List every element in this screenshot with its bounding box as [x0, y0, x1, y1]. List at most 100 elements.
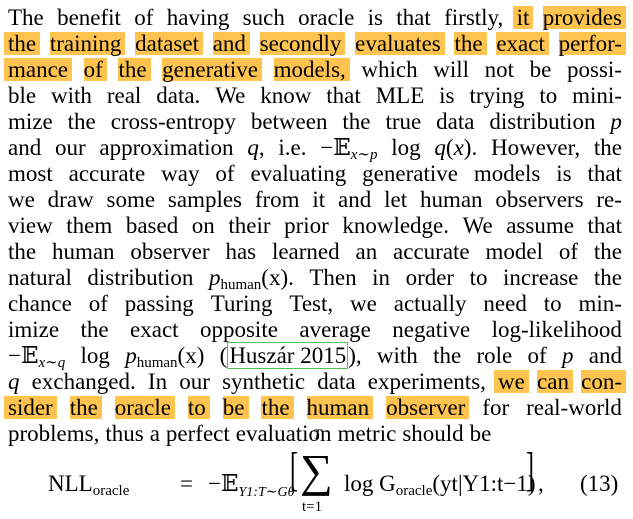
word: assume — [506, 213, 574, 238]
word: of — [215, 161, 235, 186]
word: to — [543, 291, 562, 316]
word: the — [593, 239, 622, 264]
word: accurate — [393, 239, 470, 264]
word: of — [88, 291, 108, 316]
word: secondly — [259, 31, 342, 56]
word: trying — [469, 83, 525, 108]
word: sider — [8, 395, 53, 420]
word: some — [106, 187, 156, 212]
word: in — [372, 265, 391, 290]
word: real — [106, 83, 142, 108]
word: an — [355, 239, 378, 264]
word: it — [312, 187, 326, 212]
word: knowledge. — [342, 213, 450, 238]
word: metric — [337, 421, 397, 446]
left-bracket: [ — [289, 443, 298, 496]
word: that — [587, 213, 623, 238]
word: distribution — [87, 265, 194, 290]
word: mize — [8, 109, 53, 134]
word: order — [405, 265, 455, 290]
text-line: the human observer has learned an accurate mode… — [8, 240, 622, 266]
word: cross-entropy — [110, 109, 236, 134]
word: between — [250, 109, 328, 134]
text-line: chance of passing Turing Test, we actually need… — [8, 292, 622, 318]
word: our — [179, 369, 210, 394]
word: oracle — [114, 395, 171, 420]
word: distribution — [489, 109, 596, 134]
word: is — [556, 161, 572, 186]
word: true — [385, 109, 422, 134]
word: the — [454, 31, 483, 56]
word: re- — [596, 187, 622, 212]
citation-link[interactable]: (Huszár 2015), — [219, 342, 362, 369]
word: evaluates — [355, 31, 441, 56]
equation-13: NLLoracle = −𝔼Y1:T∼Gθ [ T ∑ t=1 log Gora… — [0, 428, 633, 516]
text-line: −𝔼x∼q log phuman(x) (Huszár 2015), with the ro… — [8, 342, 622, 371]
word: exact — [496, 31, 545, 56]
word: has — [225, 239, 257, 264]
word: negative — [392, 317, 471, 342]
word: −𝔼x∼p — [320, 135, 378, 163]
word: the — [593, 265, 622, 290]
word: can — [537, 369, 569, 394]
word: to — [187, 395, 206, 420]
word: benefit — [57, 5, 121, 30]
sum-lower-limit: t=1 — [302, 499, 323, 515]
word: and — [212, 31, 246, 56]
word: not — [484, 57, 515, 82]
word: evaluation — [235, 421, 332, 446]
word: the — [69, 395, 98, 420]
word: such — [242, 5, 285, 30]
word: data. — [156, 83, 201, 108]
word: firstly, — [444, 5, 504, 30]
word: imize — [8, 317, 60, 342]
text-line: q exchanged. In our synthetic data experiments… — [8, 370, 622, 396]
word: generative — [162, 57, 258, 82]
word: their — [228, 213, 271, 238]
word: p — [561, 343, 574, 368]
word: increase — [503, 265, 579, 290]
word: approximation — [99, 135, 234, 160]
word: perfect — [165, 421, 230, 446]
word: view — [8, 213, 53, 238]
word: models, — [273, 57, 346, 82]
word: observer — [386, 395, 466, 420]
word: of — [134, 5, 154, 30]
word: the — [593, 135, 622, 160]
word: We — [462, 213, 493, 238]
word: problems, — [8, 421, 100, 446]
equation-expectation: −𝔼Y1:T∼Gθ — [208, 471, 295, 500]
word: data — [317, 369, 356, 394]
word: experiments, — [367, 369, 486, 394]
word: training — [49, 31, 122, 56]
word: ble — [8, 83, 37, 108]
word: mini- — [572, 83, 622, 108]
word: which — [361, 57, 418, 82]
word: the — [433, 343, 462, 368]
word: that — [587, 161, 622, 186]
word: −𝔼x∼q — [8, 343, 66, 371]
word: q — [8, 369, 20, 394]
word: We — [215, 83, 246, 108]
word: min- — [578, 291, 622, 316]
word: natural — [8, 265, 72, 290]
word: role — [476, 343, 513, 368]
word: q, — [247, 135, 265, 160]
word: learned — [271, 239, 340, 264]
word: that — [326, 83, 361, 108]
equation-body: log Goracle(yt|Y1:t−1) — [344, 471, 536, 499]
word: need — [483, 291, 527, 316]
word: exchanged. — [31, 369, 136, 394]
word: In — [147, 369, 168, 394]
word: be — [529, 57, 552, 82]
word: human — [306, 395, 370, 420]
text-line: mize the cross-entropy between the true data di… — [8, 110, 622, 136]
word: be — [469, 421, 492, 446]
word: to — [469, 265, 488, 290]
equation-comma: , — [538, 471, 544, 496]
word: should — [402, 421, 464, 446]
word: a — [149, 421, 160, 446]
word: q(x). — [434, 135, 478, 160]
word: synthetic — [222, 369, 306, 394]
